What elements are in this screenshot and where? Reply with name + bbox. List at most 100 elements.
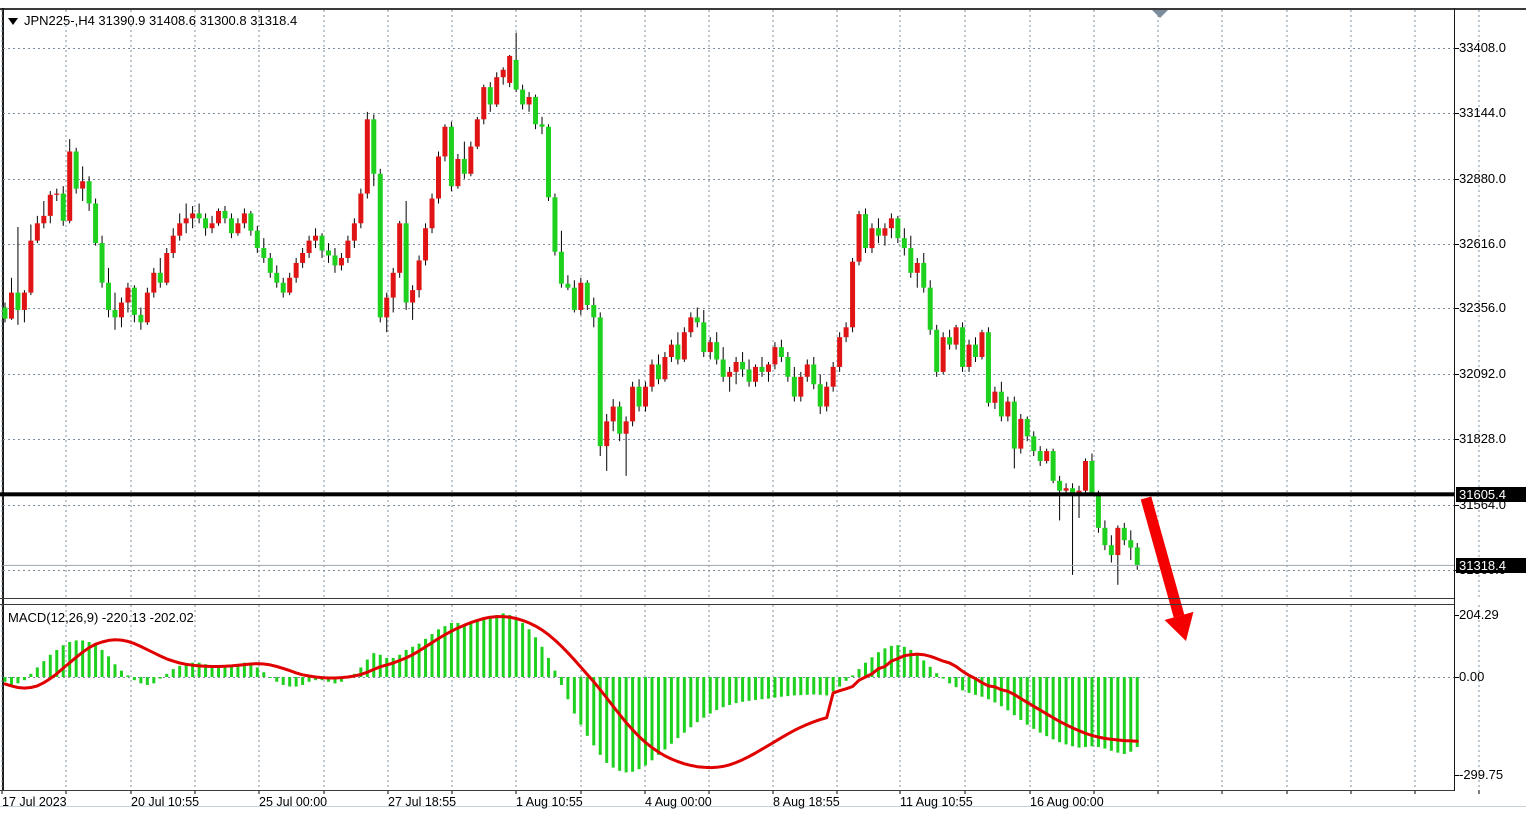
macd-histogram-bar [760, 677, 764, 700]
candle-body [733, 361, 739, 372]
macd-histogram-bar [275, 677, 279, 682]
macd-histogram-bar [676, 677, 680, 739]
candle-body [481, 87, 487, 120]
candle-body [429, 198, 435, 229]
chart-shift-marker-icon[interactable] [1152, 10, 1168, 18]
macd-histogram-bar [94, 645, 98, 677]
macd-histogram-bar [864, 662, 868, 677]
candle-body [377, 173, 383, 318]
macd-histogram-bar [119, 670, 123, 677]
macd-histogram-bar [527, 629, 531, 677]
macd-histogram-bar [741, 677, 745, 702]
macd-histogram-bar [993, 677, 997, 703]
time-axis-label: 20 Jul 10:55 [131, 795, 200, 809]
candle-body [15, 292, 21, 310]
candle-body [254, 230, 260, 249]
macd-histogram-bar [844, 677, 848, 681]
candle-body [901, 238, 907, 249]
candle-body [47, 194, 53, 216]
candle-body [707, 342, 713, 353]
macd-histogram-bar [857, 669, 861, 677]
macd-histogram-bar [1032, 677, 1036, 729]
macd-histogram-bar [708, 677, 712, 714]
candle-body [448, 126, 454, 187]
candle-body [306, 240, 312, 254]
panel-splitter-bottom[interactable] [0, 604, 1455, 605]
macd-histogram-bar [242, 662, 246, 677]
macd-histogram-bar [546, 657, 550, 677]
time-axis-label: 1 Aug 10:55 [516, 795, 583, 809]
macd-histogram-bar [1045, 677, 1049, 737]
candle-body [1063, 488, 1069, 491]
macd-histogram-bar [482, 618, 486, 677]
candle-body [203, 218, 209, 229]
macd-histogram-bar [55, 649, 59, 677]
candle-body [565, 283, 571, 288]
candle-body [351, 223, 357, 241]
macd-histogram-bar [1129, 677, 1133, 752]
macd-histogram-bar [812, 677, 816, 695]
candle-body [442, 126, 448, 157]
candle-body [798, 376, 804, 397]
sell-arrow-head[interactable] [1164, 611, 1194, 641]
macd-histogram-bar [805, 677, 809, 695]
candle-body [927, 287, 933, 330]
time-axis-label: 11 Aug 10:55 [900, 795, 973, 809]
macd-histogram-bar [158, 677, 162, 679]
macd-histogram-bar [786, 677, 790, 697]
candle-body [727, 371, 733, 377]
macd-histogram-bar [773, 677, 777, 698]
candle-body [533, 97, 539, 125]
candle-body [228, 218, 234, 234]
macd-histogram-bar [579, 677, 583, 725]
candle-body [837, 337, 843, 367]
macd-histogram-bar [281, 677, 285, 685]
candle-body [403, 223, 409, 303]
candle-body [435, 156, 441, 199]
macd-histogram-bar [1064, 677, 1068, 745]
candle-body [1050, 451, 1056, 481]
macd-histogram-bar [1058, 677, 1062, 743]
candle-body [280, 282, 286, 293]
candle-body [888, 218, 894, 229]
candle-body [765, 364, 771, 372]
macd-histogram-bar [145, 677, 149, 685]
sell-arrow-shaft[interactable] [1140, 496, 1185, 618]
candle-body [940, 337, 946, 372]
candle-body [410, 290, 416, 303]
candle-body [1044, 451, 1050, 461]
candle-body [248, 213, 254, 231]
candle-body [623, 421, 629, 434]
candle-body [681, 332, 687, 360]
macd-histogram-bar [126, 675, 130, 677]
panel-splitter-top[interactable] [0, 598, 1455, 599]
macd-histogram-bar [980, 677, 984, 697]
macd-histogram-bar [870, 657, 874, 677]
macd-histogram-bar [999, 677, 1003, 707]
symbol-dropdown-icon[interactable] [8, 18, 18, 25]
candle-body [1102, 527, 1108, 546]
macd-histogram-bar [436, 629, 440, 677]
candle-body [364, 119, 370, 194]
macd-histogram-bar [915, 654, 919, 677]
macd-histogram-bar [961, 677, 965, 691]
macd-histogram-bar [152, 677, 156, 684]
macd-histogram-bar [682, 677, 686, 733]
candle-body [804, 364, 810, 377]
support-line-price-tag: 31605.4 [1456, 487, 1526, 502]
support-line[interactable] [0, 492, 1454, 497]
candle-body [636, 386, 642, 407]
candle-body [34, 223, 40, 241]
macd-signal-line [3, 615, 1139, 770]
macd-histogram-bar [508, 614, 512, 677]
candle-body [390, 272, 396, 298]
candle-body [338, 257, 344, 266]
candle-body [668, 344, 674, 358]
candle-body [785, 357, 791, 377]
candle-body [1089, 460, 1095, 494]
candle-body [125, 287, 131, 303]
candle-body [578, 282, 584, 310]
macd-histogram-bar [941, 677, 945, 679]
candle-body [947, 337, 953, 345]
